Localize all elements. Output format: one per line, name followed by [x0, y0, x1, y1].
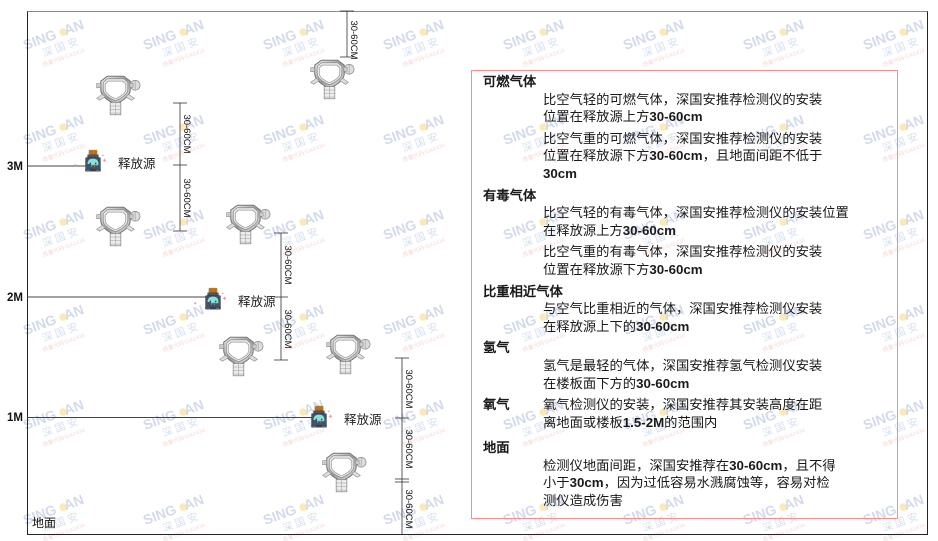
svg-text:3M: 3M [7, 161, 23, 173]
svg-text:2M: 2M [7, 292, 23, 304]
svg-text:地面: 地面 [32, 516, 56, 530]
svg-text:30-60CM: 30-60CM [403, 369, 414, 408]
svg-text:释放源: 释放源 [344, 412, 382, 427]
svg-text:30-60CM: 30-60CM [282, 245, 293, 284]
svg-text:1M: 1M [7, 412, 23, 424]
svg-text:30-60CM: 30-60CM [282, 309, 293, 348]
svg-text:30-60CM: 30-60CM [181, 114, 192, 153]
svg-text:释放源: 释放源 [118, 156, 156, 171]
svg-text:30-60CM: 30-60CM [403, 429, 414, 468]
svg-text:30-60CM: 30-60CM [181, 178, 192, 217]
svg-text:30-60CM: 30-60CM [403, 489, 414, 528]
svg-text:30-60CM: 30-60CM [348, 20, 359, 59]
svg-text:释放源: 释放源 [238, 294, 276, 309]
